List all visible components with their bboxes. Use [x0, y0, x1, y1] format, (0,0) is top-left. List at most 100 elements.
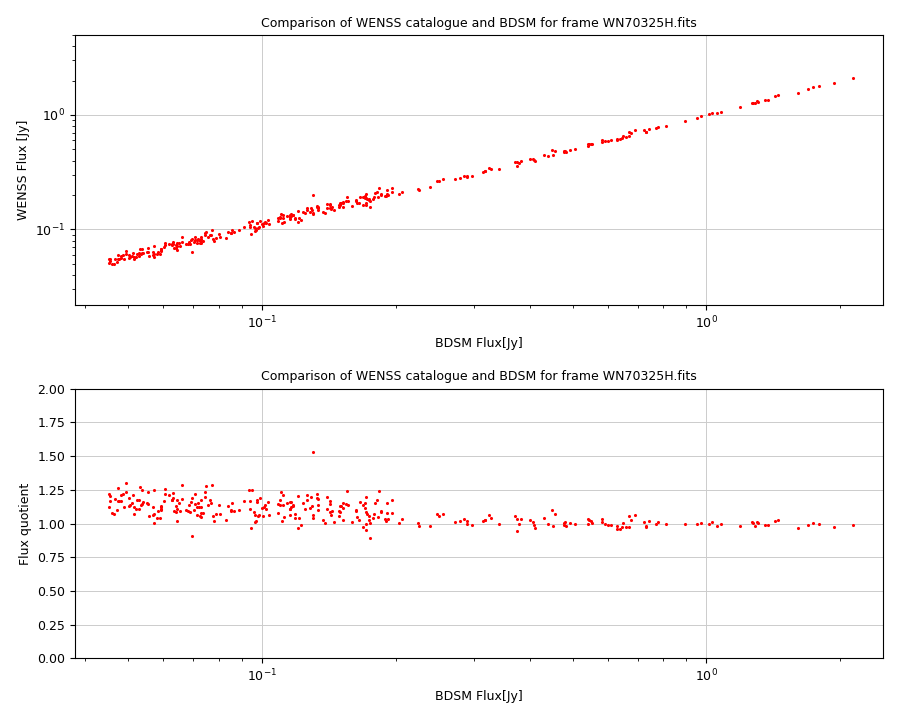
Point [182, 500, 196, 511]
Point [370, 186, 384, 197]
Point [610, 135, 625, 146]
Point [131, 503, 146, 514]
Point [158, 237, 173, 248]
Point [169, 242, 184, 253]
Point [169, 500, 184, 512]
Point [113, 251, 128, 262]
Point [639, 521, 653, 532]
Point [320, 503, 334, 515]
Point [600, 135, 615, 147]
Point [358, 188, 373, 199]
Point [320, 492, 334, 503]
Point [166, 236, 180, 248]
Point [362, 193, 376, 204]
Point [702, 109, 716, 120]
Point [465, 519, 480, 531]
Point [384, 495, 399, 506]
Point [105, 507, 120, 518]
Point [129, 503, 143, 515]
Point [528, 155, 543, 166]
Point [147, 508, 161, 520]
Point [359, 518, 374, 530]
Point [374, 505, 388, 517]
Point [310, 493, 325, 505]
Point [188, 231, 202, 243]
Point [336, 197, 350, 209]
Point [584, 138, 598, 150]
Point [584, 516, 598, 527]
Point [324, 203, 338, 215]
Point [380, 497, 394, 508]
Point [352, 197, 366, 209]
Point [260, 215, 274, 226]
Point [106, 508, 121, 520]
Point [154, 245, 168, 256]
Point [126, 247, 140, 258]
Point [622, 521, 636, 533]
Point [310, 200, 324, 212]
Point [791, 87, 806, 99]
Point [483, 513, 498, 524]
Point [280, 498, 294, 509]
Point [292, 513, 306, 524]
Point [659, 518, 673, 530]
Point [274, 486, 288, 498]
Point [187, 505, 202, 516]
Point [483, 163, 498, 174]
Point [111, 253, 125, 264]
Title: Comparison of WENSS catalogue and BDSM for frame WN70325H.fits: Comparison of WENSS catalogue and BDSM f… [261, 17, 698, 30]
Point [341, 499, 356, 510]
Point [104, 253, 118, 265]
Point [117, 253, 131, 265]
Point [429, 509, 444, 521]
Point [108, 253, 122, 264]
Point [246, 484, 260, 495]
Point [581, 513, 596, 525]
Point [478, 515, 492, 526]
Point [262, 219, 276, 230]
Point [102, 501, 116, 513]
Point [130, 494, 144, 505]
Point [366, 512, 381, 523]
Point [510, 161, 525, 172]
Point [247, 507, 261, 518]
Point [248, 509, 262, 521]
Point [300, 489, 314, 500]
Point [509, 156, 524, 168]
Point [114, 253, 129, 264]
Point [283, 211, 297, 222]
Point [212, 228, 226, 240]
Point [305, 189, 320, 201]
Point [136, 247, 150, 258]
Point [624, 515, 638, 526]
Point [349, 194, 364, 206]
Point [275, 490, 290, 501]
Point [198, 228, 212, 239]
Point [642, 516, 656, 527]
Point [276, 512, 291, 523]
Point [624, 127, 638, 139]
Point [194, 501, 209, 513]
Point [243, 503, 257, 515]
Point [345, 516, 359, 528]
Point [595, 135, 609, 146]
Point [122, 499, 137, 510]
Point [325, 201, 339, 212]
Point [198, 230, 212, 241]
Point [356, 192, 371, 203]
Point [170, 245, 184, 256]
Point [508, 510, 522, 522]
Point [182, 236, 196, 248]
Point [162, 489, 176, 500]
Point [252, 509, 266, 521]
Point [359, 199, 374, 211]
Point [526, 520, 541, 531]
Point [141, 486, 156, 498]
Point [541, 150, 555, 162]
Point [244, 228, 258, 240]
Point [341, 195, 356, 207]
Point [190, 235, 204, 246]
Point [557, 517, 572, 528]
Point [273, 211, 287, 222]
Point [694, 517, 708, 528]
